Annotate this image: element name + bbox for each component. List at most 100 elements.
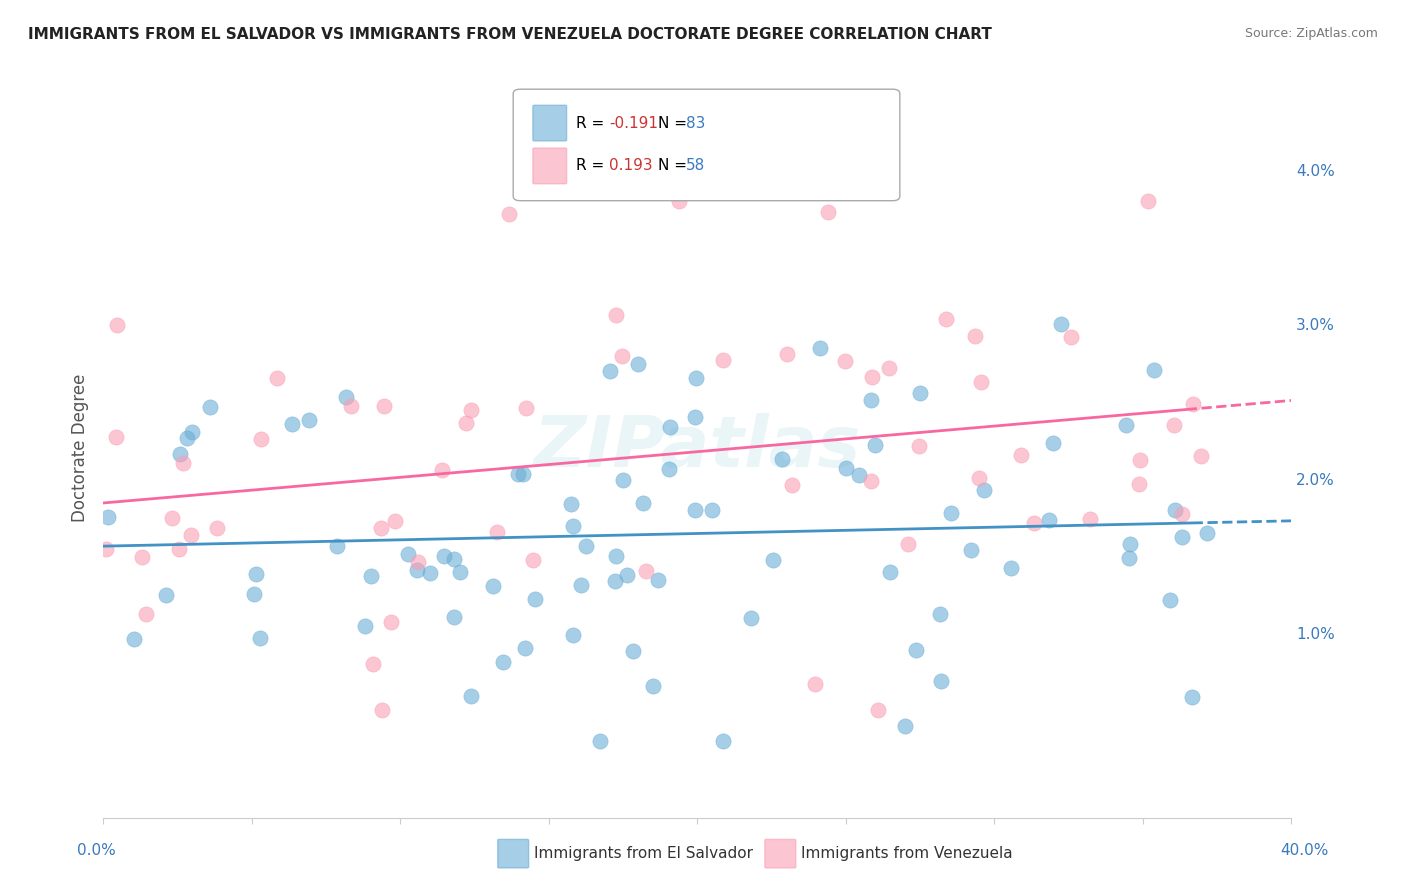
Point <box>939 507 962 521</box>
Point <box>104 429 127 443</box>
Point <box>460 689 482 703</box>
Point <box>973 483 995 498</box>
Point <box>1137 194 1160 209</box>
Point <box>740 611 762 625</box>
Point <box>770 452 793 467</box>
Point <box>198 401 221 415</box>
Point <box>360 568 382 582</box>
Point <box>207 521 229 535</box>
Point <box>893 718 915 732</box>
Point <box>242 587 264 601</box>
Text: ZIPatlas: ZIPatlas <box>533 413 860 483</box>
Point <box>603 574 626 589</box>
Point <box>430 463 453 477</box>
Point <box>1000 561 1022 575</box>
Point <box>515 401 537 415</box>
Point <box>904 643 927 657</box>
Point <box>636 565 658 579</box>
Point <box>935 312 957 326</box>
Point <box>340 399 363 413</box>
Point <box>907 439 929 453</box>
Point <box>169 446 191 460</box>
Point <box>396 547 419 561</box>
Point <box>658 461 681 475</box>
Point <box>443 552 465 566</box>
Point <box>683 409 706 424</box>
Text: 83: 83 <box>686 116 706 130</box>
Point <box>877 361 900 376</box>
Point <box>897 536 920 550</box>
Point <box>616 568 638 582</box>
Point <box>249 631 271 645</box>
Point <box>181 425 204 439</box>
Point <box>131 549 153 564</box>
Text: Source: ZipAtlas.com: Source: ZipAtlas.com <box>1244 27 1378 40</box>
Point <box>780 478 803 492</box>
Point <box>605 309 627 323</box>
Point <box>1078 511 1101 525</box>
Point <box>860 370 883 384</box>
Point <box>575 539 598 553</box>
Point <box>1022 516 1045 531</box>
Point <box>1118 550 1140 565</box>
Point <box>443 609 465 624</box>
Point <box>571 578 593 592</box>
Point <box>105 318 128 332</box>
Point <box>454 417 477 431</box>
Point <box>1182 397 1205 411</box>
Point <box>245 566 267 581</box>
Point <box>335 391 357 405</box>
Point <box>1115 418 1137 433</box>
Point <box>685 371 707 385</box>
Point <box>515 640 537 655</box>
Point <box>449 565 471 579</box>
Point <box>460 402 482 417</box>
Point <box>879 565 901 579</box>
Point <box>281 417 304 431</box>
Point <box>817 204 839 219</box>
Point <box>492 655 515 669</box>
Text: 58: 58 <box>686 159 706 173</box>
Point <box>250 433 273 447</box>
Text: N =: N = <box>658 159 692 173</box>
Point <box>384 515 406 529</box>
Text: 0.0%: 0.0% <box>77 843 117 858</box>
Point <box>1010 448 1032 462</box>
Text: Immigrants from Venezuela: Immigrants from Venezuela <box>801 847 1014 861</box>
Point <box>433 549 456 564</box>
Point <box>848 467 870 482</box>
Point <box>481 579 503 593</box>
Point <box>94 541 117 556</box>
Point <box>1159 592 1181 607</box>
Point <box>97 509 120 524</box>
Point <box>599 364 621 378</box>
Y-axis label: Doctorate Degree: Doctorate Degree <box>72 374 89 522</box>
Point <box>370 521 392 535</box>
Point <box>610 349 633 363</box>
Point <box>172 456 194 470</box>
Point <box>621 644 644 658</box>
Point <box>967 471 990 485</box>
Point <box>419 566 441 580</box>
Point <box>762 553 785 567</box>
Point <box>512 467 534 481</box>
Point <box>1164 502 1187 516</box>
Point <box>929 607 952 621</box>
Point <box>659 419 682 434</box>
Point <box>910 386 932 401</box>
Point <box>135 607 157 621</box>
Point <box>380 615 402 629</box>
Point <box>834 354 856 368</box>
Point <box>929 673 952 688</box>
Point <box>562 628 585 642</box>
Point <box>1170 530 1192 544</box>
Point <box>1050 318 1073 332</box>
Point <box>775 347 797 361</box>
Point <box>1181 690 1204 704</box>
Point <box>354 618 377 632</box>
Point <box>122 632 145 646</box>
Point <box>860 474 883 488</box>
Point <box>155 588 177 602</box>
Point <box>868 703 890 717</box>
Text: IMMIGRANTS FROM EL SALVADOR VS IMMIGRANTS FROM VENEZUELA DOCTORATE DEGREE CORREL: IMMIGRANTS FROM EL SALVADOR VS IMMIGRANT… <box>28 27 993 42</box>
